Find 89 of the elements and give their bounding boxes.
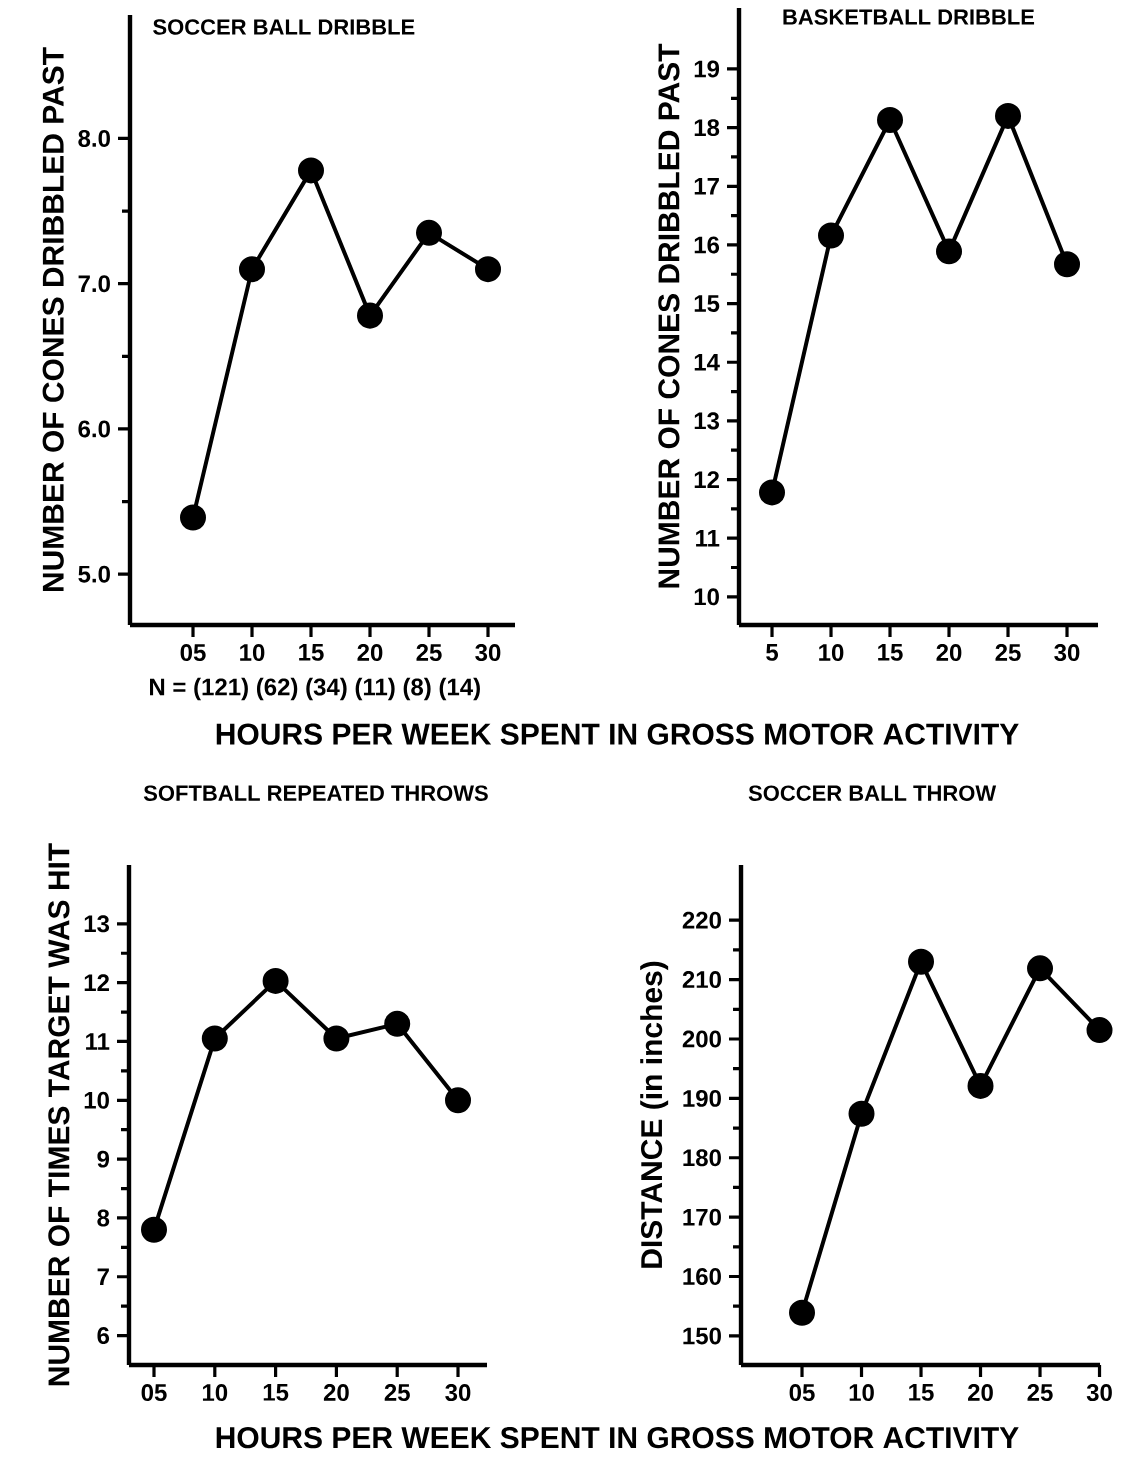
- x-tick-label: 25: [384, 1384, 410, 1402]
- point: [1027, 955, 1054, 982]
- y-axis-title: NUMBER OF CONES DRIBBLED PAST: [658, 43, 680, 588]
- y-tick-label: 220: [682, 911, 721, 929]
- x-axis-title: HOURS PER WEEK SPENT IN GROSS MOTOR ACTIVITY: [216, 1427, 1019, 1449]
- text: N = (121) (62) (34) (11) (8) (14): [150, 677, 480, 701]
- y-tick-label: 11: [86, 1033, 110, 1050]
- x-tick-label: 10: [849, 1384, 874, 1402]
- chart-title: BASKETBALL DRIBBLE: [783, 9, 1035, 25]
- point: [239, 256, 265, 283]
- y-tick-label: 15: [694, 295, 720, 312]
- y-tick-label: 8.0: [78, 129, 110, 147]
- point: [789, 1299, 816, 1326]
- point: [1086, 1017, 1113, 1044]
- y-tick-label: 13: [694, 412, 720, 430]
- point: [180, 504, 206, 531]
- y-tick-label: 11: [696, 529, 720, 547]
- point: [445, 1087, 472, 1114]
- y-tick-label: 160: [683, 1268, 721, 1285]
- x-tick-label: 20: [936, 644, 962, 662]
- x-tick-label: 10: [819, 644, 844, 662]
- y-tick-label: 17: [694, 178, 719, 195]
- y-tick-label: 200: [682, 1030, 721, 1048]
- x-tick-label: 10: [240, 644, 265, 662]
- x-tick-label: 5: [766, 644, 779, 661]
- chart-title: SOCCER BALL DRIBBLE: [153, 19, 415, 35]
- point: [818, 222, 845, 249]
- x-tick-label: 15: [909, 1384, 934, 1401]
- x-tick-label: 05: [141, 1384, 167, 1402]
- point: [201, 1025, 228, 1052]
- y-tick-label: 9: [97, 1150, 110, 1168]
- point: [141, 1216, 167, 1243]
- y-tick-label: 190: [683, 1089, 721, 1107]
- point: [298, 157, 324, 184]
- y-tick-label: 12: [694, 471, 719, 488]
- y-tick-label: 6: [97, 1327, 110, 1345]
- x-axis-title: HOURS PER WEEK SPENT IN GROSS MOTOR ACTIVITY: [216, 723, 1019, 745]
- y-tick-label: 170: [683, 1208, 721, 1226]
- y-tick-label: 8: [97, 1209, 110, 1227]
- x-tick-label: 25: [1027, 1384, 1053, 1402]
- point: [877, 106, 904, 133]
- point: [357, 302, 383, 329]
- y-tick-label: 10: [694, 588, 719, 606]
- x-tick-label: 20: [323, 1384, 349, 1402]
- x-tick-label: 20: [357, 644, 383, 662]
- x-tick-label: 25: [995, 644, 1021, 662]
- point: [908, 948, 935, 975]
- point: [323, 1025, 350, 1052]
- y-tick-label: 18: [694, 119, 720, 137]
- y-axis-title: NUMBER OF TIMES TARGET WAS HIT: [48, 843, 70, 1386]
- y-tick-label: 10: [84, 1091, 109, 1109]
- point: [936, 238, 963, 265]
- y-tick-label: 14: [694, 353, 720, 371]
- x-tick-label: 05: [180, 644, 206, 662]
- y-tick-label: 7: [97, 1268, 109, 1286]
- x-tick-label: 25: [416, 644, 442, 662]
- point: [262, 967, 289, 994]
- point: [1054, 251, 1081, 278]
- y-tick-label: 6.0: [78, 420, 110, 438]
- x-tick-label: 30: [1086, 1384, 1112, 1402]
- y-tick-label: 210: [682, 971, 721, 989]
- y-tick-label: 7.0: [78, 275, 110, 293]
- point: [995, 102, 1022, 129]
- point: [475, 256, 502, 283]
- x-tick-label: 05: [789, 1384, 815, 1402]
- point: [967, 1072, 994, 1099]
- point: [848, 1100, 875, 1127]
- y-tick-label: 16: [694, 236, 720, 254]
- x-tick-label: 15: [299, 644, 324, 661]
- x-tick-label: 15: [878, 644, 903, 661]
- y-tick-label: 180: [683, 1149, 721, 1167]
- x-tick-label: 15: [263, 1384, 289, 1401]
- y-axis-title: NUMBER OF CONES DRIBBLED PAST: [42, 47, 64, 592]
- y-axis-title: DISTANCE (in inches): [640, 961, 669, 1268]
- y-tick-label: 12: [84, 974, 109, 992]
- x-tick-label: 10: [202, 1384, 228, 1402]
- x-tick-label: 30: [1054, 644, 1080, 662]
- chart-title: SOFTBALL REPEATED THROWS: [143, 785, 488, 801]
- point: [384, 1010, 411, 1037]
- x-tick-label: 30: [445, 1384, 471, 1402]
- x-tick-label: 30: [475, 644, 501, 662]
- point: [759, 479, 786, 506]
- y-tick-label: 13: [84, 915, 110, 933]
- y-tick-label: 150: [683, 1327, 721, 1345]
- y-tick-label: 5.0: [78, 565, 110, 583]
- point: [416, 219, 443, 246]
- chart-title: SOCCER BALL THROW: [748, 785, 997, 801]
- y-tick-label: 19: [694, 60, 720, 78]
- x-tick-label: 20: [968, 1384, 993, 1402]
